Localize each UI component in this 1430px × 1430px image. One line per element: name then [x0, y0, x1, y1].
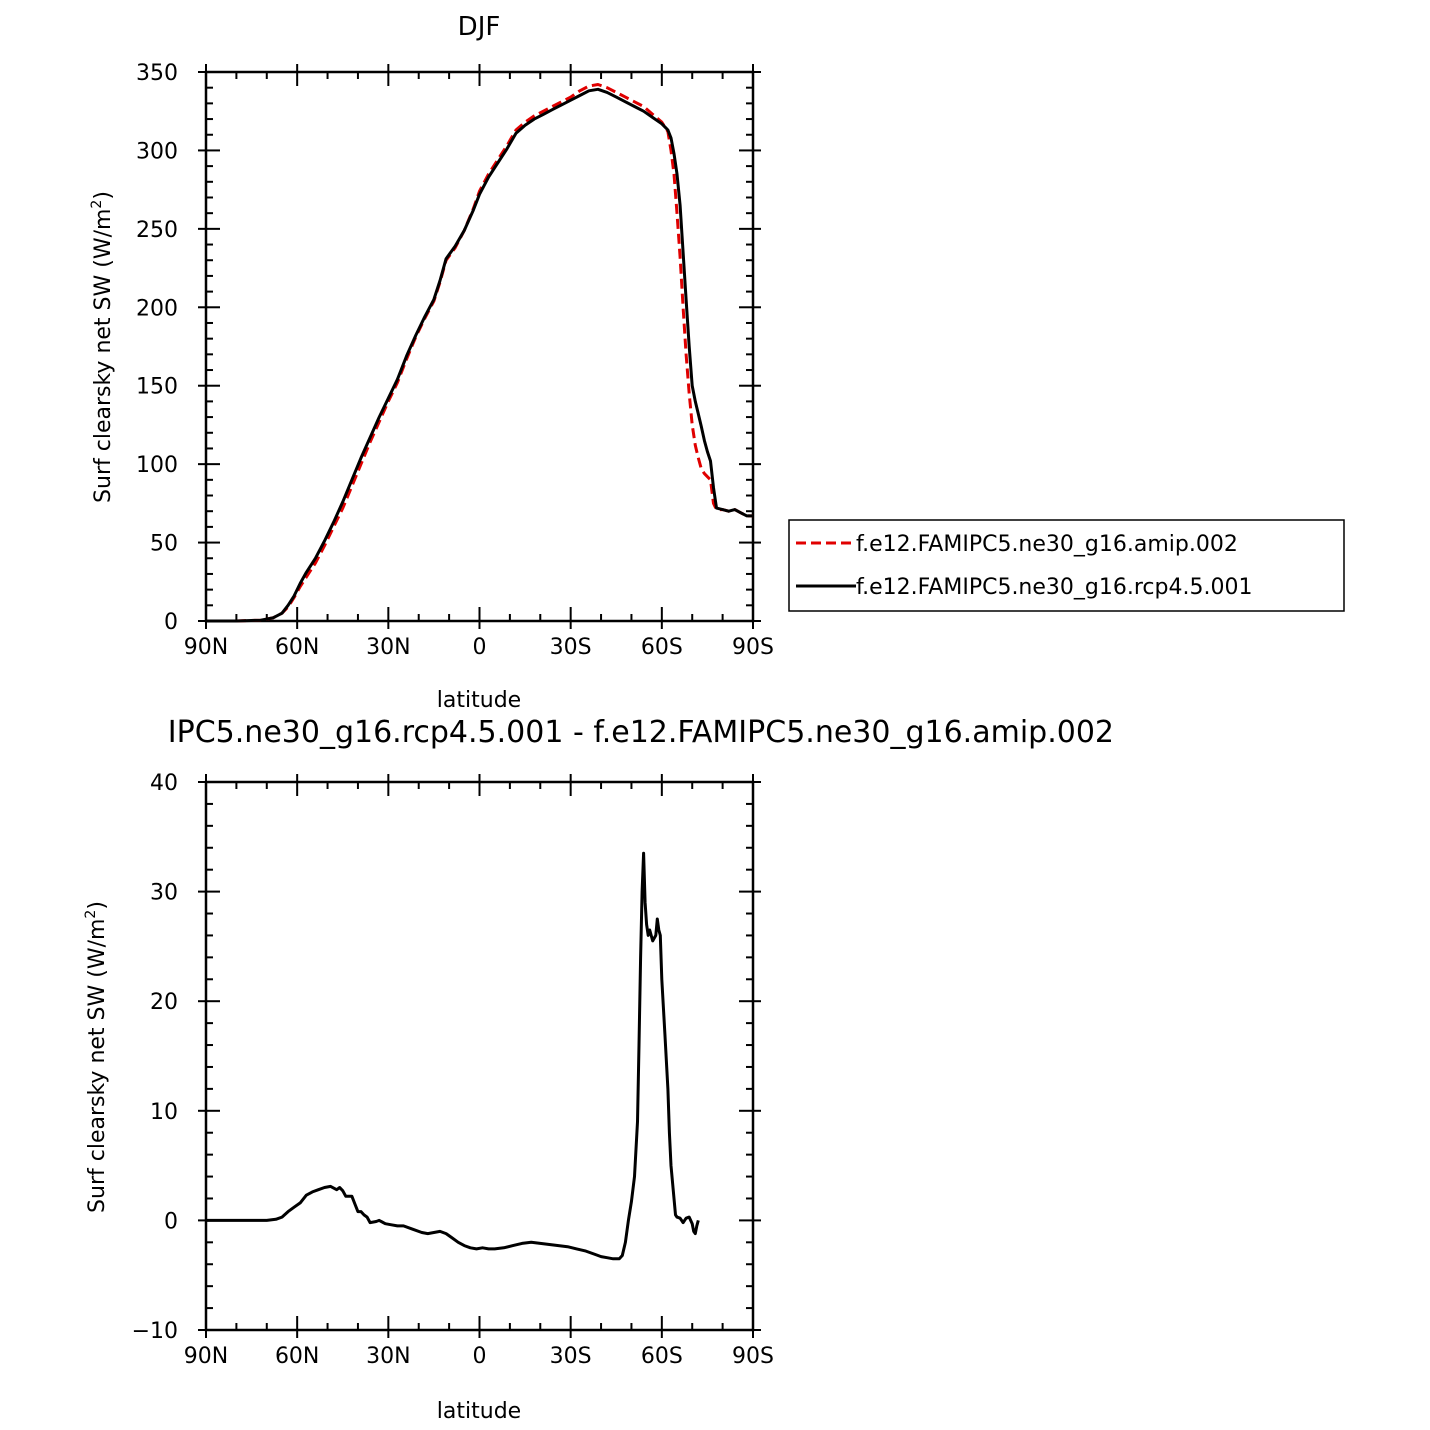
- bottom-y-tick-label: 30: [150, 881, 178, 906]
- bottom-chart-panel: IPC5.ne30_g16.rcp4.5.001 - f.e12.FAMIPC5…: [83, 715, 1114, 1424]
- top-series-line-0: [206, 83, 753, 623]
- top-x-tick-label: 60S: [641, 635, 683, 660]
- legend-box: [788, 519, 1345, 612]
- top-x-tick-label: 30N: [366, 635, 410, 660]
- top-y-tick-label: 200: [136, 296, 178, 321]
- top-x-tick-label: 90N: [184, 635, 228, 660]
- top-plot-area: 90N 60N 30N 0 30S 60S 90S 0 50 100 150 200 250 300 350: [136, 61, 774, 660]
- top-y-tick-label: 250: [136, 218, 178, 243]
- bottom-chart-title: IPC5.ne30_g16.rcp4.5.001 - f.e12.FAMIPC5…: [168, 715, 1114, 750]
- top-x-tick-label: 60N: [275, 635, 319, 660]
- legend-label-rcp: f.e12.FAMIPC5.ne30_g16.rcp4.5.001: [856, 575, 1252, 600]
- top-y-tick-label: 0: [164, 610, 178, 635]
- top-chart-title: DJF: [458, 12, 501, 42]
- bottom-x-tick-label: 0: [473, 1344, 487, 1369]
- top-plot-frame: [204, 70, 755, 623]
- top-y-tick-label: 100: [136, 453, 178, 478]
- bottom-y-tick-label: −10: [132, 1319, 178, 1344]
- bottom-series-line-0: [206, 851, 700, 1261]
- bottom-x-tick-label: 90N: [184, 1344, 228, 1369]
- top-x-axis-label: latitude: [437, 688, 521, 713]
- bottom-plot-area: 90N 60N 30N 0 30S 60S 90S −10 0 10 20 30 40: [132, 771, 774, 1369]
- top-y-tick-label: 350: [136, 61, 178, 86]
- legend: f.e12.FAMIPC5.ne30_g16.amip.002 f.e12.FA…: [788, 519, 1345, 612]
- bottom-y-axis-label: Surf clearsky net SW (W/m2): [83, 901, 110, 1213]
- bottom-y-tick-label: 0: [164, 1209, 178, 1234]
- bottom-y-tick-label: 20: [150, 990, 178, 1015]
- top-x-tick-label: 0: [473, 635, 487, 660]
- bottom-x-tick-label: 90S: [732, 1344, 774, 1369]
- top-x-tick-label: 90S: [732, 635, 774, 660]
- top-y-tick-label: 50: [150, 532, 178, 557]
- bottom-x-axis-label: latitude: [437, 1399, 521, 1424]
- top-y-tick-label: 150: [136, 375, 178, 400]
- bottom-x-tick-label: 60N: [275, 1344, 319, 1369]
- legend-label-amip: f.e12.FAMIPC5.ne30_g16.amip.002: [856, 532, 1238, 557]
- top-y-axis-label: Surf clearsky net SW (W/m2): [89, 191, 116, 503]
- top-series-line-1: [206, 87, 753, 623]
- top-y-tick-label: 300: [136, 139, 178, 164]
- top-x-tick-label: 30S: [550, 635, 592, 660]
- bottom-x-tick-label: 30N: [366, 1344, 410, 1369]
- bottom-y-tick-label: 40: [150, 771, 178, 796]
- bottom-x-tick-label: 30S: [550, 1344, 592, 1369]
- top-chart-panel: DJF 90N 60N 30N 0 30S 60S 90S 0 50 100 150 200 250 30…: [89, 12, 774, 713]
- bottom-y-tick-label: 10: [150, 1100, 178, 1125]
- bottom-x-tick-label: 60S: [641, 1344, 683, 1369]
